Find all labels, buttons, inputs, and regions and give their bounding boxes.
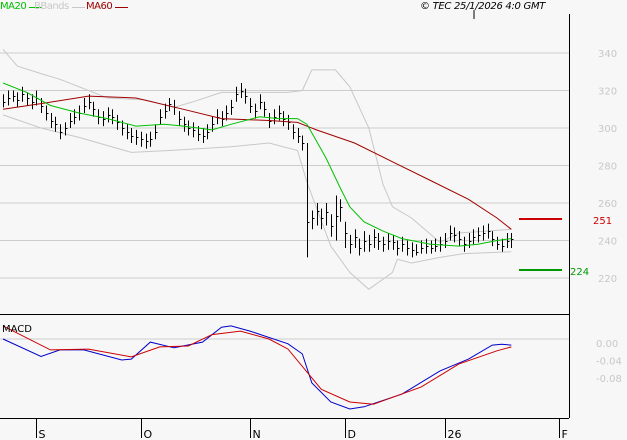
bband-upper	[2, 48, 512, 243]
legend-ma60-label: MA60	[86, 1, 113, 12]
legend-bbands-label: BBands	[34, 1, 69, 12]
macd-line	[2, 325, 512, 410]
x-tick-label: D	[348, 428, 356, 440]
y-tick-label: 320	[598, 87, 617, 98]
legend-ma60: MA60	[86, 1, 129, 13]
level-label-251: 251	[593, 216, 612, 227]
x-tick-label: F	[562, 428, 568, 440]
macd-y-tick-label: 0.00	[596, 339, 618, 350]
y-tick-label: 300	[598, 124, 617, 135]
macd-y-tick-label: -0.04	[596, 357, 622, 368]
x-tick-label: N	[253, 428, 261, 440]
copyright: © TEC 25/1/2026 4:0 GMT	[420, 1, 546, 12]
x-tick-label: S	[39, 428, 46, 440]
legend-ma20: MA20	[0, 1, 43, 13]
x-tick-label: O	[144, 428, 153, 440]
ma60-line	[2, 95, 512, 230]
y-tick-label: 260	[598, 199, 617, 210]
y-tick-label: 240	[598, 237, 617, 248]
ma20-line	[2, 82, 512, 247]
legend-bbands: BBands	[34, 1, 85, 13]
bband-lower	[2, 114, 512, 290]
y-tick-label: 280	[598, 162, 617, 173]
level-label-224: 224	[570, 267, 589, 278]
macd-label: MACD	[2, 324, 32, 335]
legend-ma20-label: MA20	[0, 1, 27, 12]
y-tick-label: 220	[598, 274, 617, 285]
x-tick-label: 26	[448, 428, 462, 440]
signal-line	[2, 325, 512, 405]
macd-y-tick-label: -0.08	[596, 374, 622, 385]
y-tick-label: 340	[598, 49, 617, 60]
